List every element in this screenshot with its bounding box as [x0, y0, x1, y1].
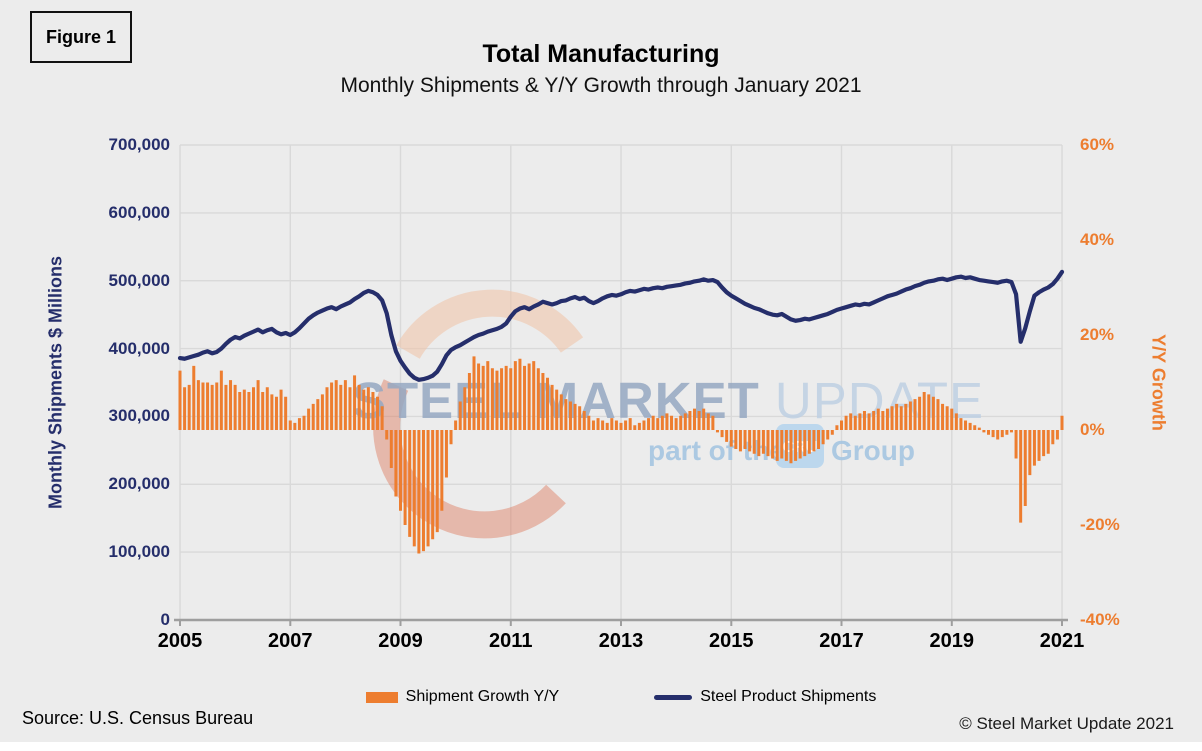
- legend: Shipment Growth Y/Y Steel Product Shipme…: [180, 688, 1062, 706]
- x-tick-label: 2013: [598, 630, 644, 652]
- left-tick-label: 300,000: [108, 406, 170, 426]
- left-tick-label: 0: [160, 610, 170, 629]
- x-tick-label: 2019: [929, 630, 975, 652]
- right-tick-label: 20%: [1080, 325, 1115, 344]
- legend-swatch-bar: [365, 691, 398, 703]
- legend-swatch-line: [654, 694, 693, 700]
- left-tick-label: 500,000: [108, 270, 170, 290]
- x-tick-label: 2011: [489, 630, 533, 652]
- x-tick-label: 2017: [819, 630, 864, 652]
- left-tick-label: 600,000: [108, 202, 170, 222]
- watermark-group: Group: [831, 435, 915, 466]
- right-tick-label: 40%: [1080, 230, 1115, 249]
- right-tick-label: -20%: [1080, 515, 1120, 534]
- shipments-line: [177, 269, 1065, 382]
- left-tick-label: 400,000: [108, 338, 170, 358]
- x-tick-label: 2005: [157, 630, 203, 652]
- bottom-strip: [0, 742, 1202, 751]
- figure-label: Figure 1: [30, 11, 132, 63]
- right-tick-label: 0%: [1080, 420, 1105, 439]
- right-tick-label: 60%: [1080, 135, 1115, 154]
- legend-label-shipments: Steel Product Shipments: [700, 688, 877, 705]
- left-tick-label: 200,000: [108, 474, 170, 494]
- legend-label-shipment-growth: Shipment Growth Y/Y: [405, 688, 560, 705]
- growth-bars: [178, 356, 1064, 554]
- watermark-swoosh-top: [396, 289, 584, 360]
- source-note: Source: U.S. Census Bureau: [22, 708, 254, 728]
- figure-label-text: Figure 1: [45, 26, 116, 47]
- left-tick-label: 700,000: [108, 135, 170, 154]
- legend-item-shipments: Steel Product Shipments: [654, 688, 876, 706]
- right-tick-label: -40%: [1080, 610, 1120, 629]
- legend-item-shipment-growth: Shipment Growth Y/Y: [365, 688, 560, 706]
- x-tick-label: 2007: [268, 630, 313, 652]
- chart-subtitle: Monthly Shipments & Y/Y Growth through J…: [340, 74, 862, 97]
- copyright-note: © Steel Market Update 2021: [959, 714, 1174, 733]
- right-axis-title: Y/Y Growth: [1148, 334, 1169, 431]
- x-tick-label: 2021: [1039, 630, 1085, 652]
- chart-title: Total Manufacturing: [482, 40, 720, 68]
- left-tick-label: 100,000: [108, 542, 170, 562]
- x-tick-label: 2009: [378, 630, 423, 652]
- x-tick-label: 2015: [709, 630, 754, 652]
